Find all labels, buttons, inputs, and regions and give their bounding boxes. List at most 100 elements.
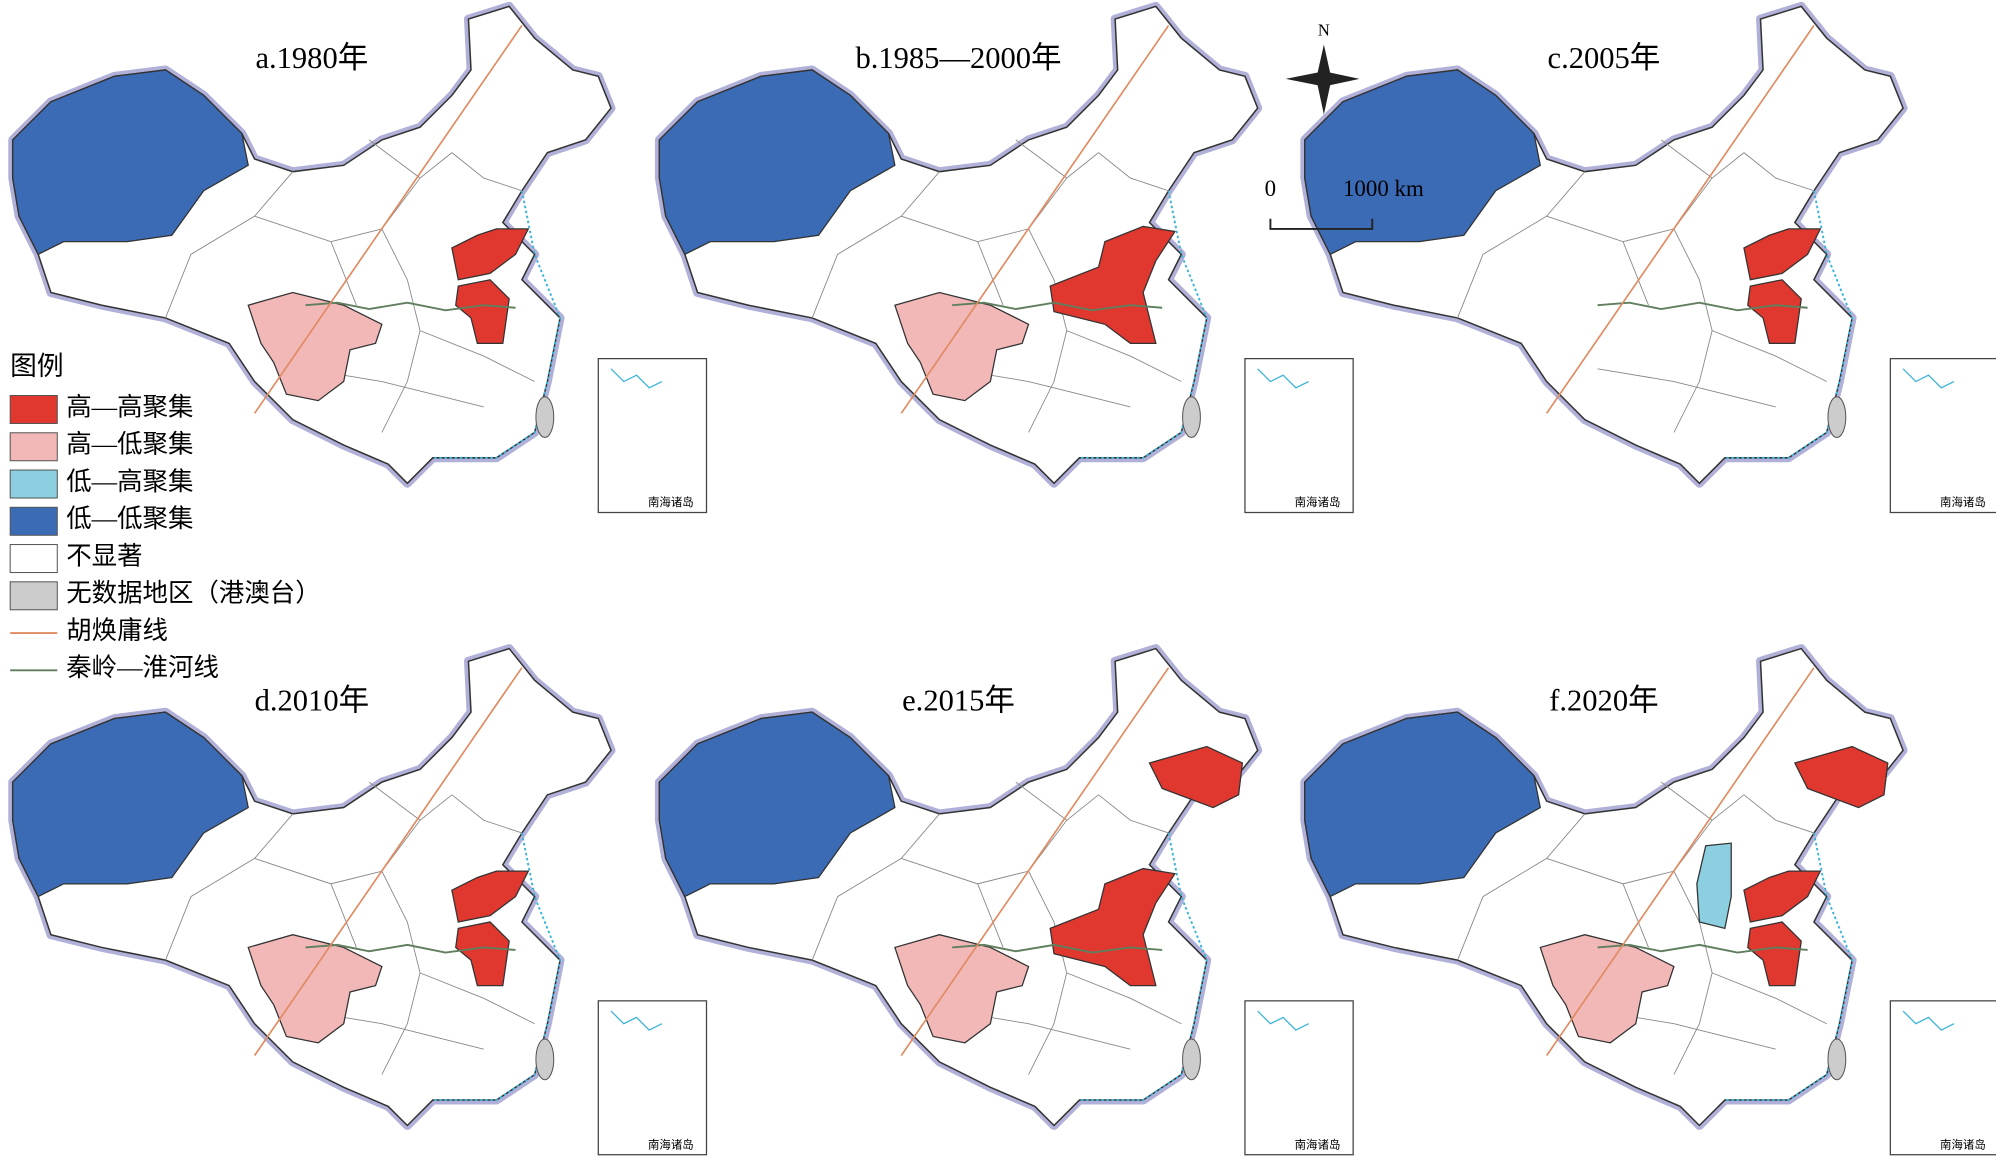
region <box>658 711 896 898</box>
province-border <box>1597 368 1776 408</box>
province-border <box>419 972 535 1025</box>
panel-title: c.2005年 <box>1548 41 1661 75</box>
inset-coast <box>610 1010 663 1031</box>
legend-swatch <box>9 581 58 611</box>
region <box>658 69 896 256</box>
qinling-line <box>305 943 516 954</box>
legend-label: 胡焕庸线 <box>66 616 168 645</box>
inset-frame <box>1889 1000 1996 1156</box>
province-border <box>451 152 523 192</box>
inset-coast <box>610 368 663 389</box>
qinling-line <box>305 301 516 312</box>
map-panel: 南海诸岛 e.2015年 <box>654 644 1354 1156</box>
panel-title: f.2020年 <box>1549 683 1658 717</box>
province-border <box>1660 781 1713 821</box>
scale-end: 1000 km <box>1343 176 1424 201</box>
taiwan <box>1827 396 1847 438</box>
region <box>1049 867 1177 987</box>
region <box>12 69 249 256</box>
compass-needle <box>1285 71 1360 87</box>
province-border <box>1711 330 1827 382</box>
province-border <box>1015 139 1068 179</box>
legend-swatch <box>9 394 58 424</box>
region <box>1304 711 1541 898</box>
panel-title: e.2015年 <box>902 683 1015 717</box>
province-border <box>1622 241 1649 306</box>
region <box>1148 745 1244 809</box>
province-border <box>811 813 940 961</box>
inset-coast <box>1902 368 1955 389</box>
legend-swatch <box>9 432 58 462</box>
region <box>455 279 510 345</box>
region <box>1696 842 1732 930</box>
taiwan <box>1182 1038 1201 1081</box>
province-border <box>1743 794 1815 834</box>
hu-line <box>1545 667 1815 1057</box>
inset-label: 南海诸岛 <box>648 495 694 509</box>
legend-label: 高—低聚集 <box>66 430 193 459</box>
scale-bar: 0 1000 km <box>1265 176 1424 230</box>
map-panel: 南海诸岛 b.1985—2000年 <box>654 1 1354 514</box>
province-border <box>165 813 294 961</box>
coastline <box>1079 190 1208 459</box>
compass: N <box>1285 21 1360 115</box>
legend-swatch <box>9 544 58 574</box>
hu-line <box>253 667 523 1057</box>
province-border <box>1098 152 1169 192</box>
province-border <box>1098 794 1169 834</box>
province-border <box>1028 228 1068 433</box>
province-border <box>1015 781 1068 821</box>
province-border <box>330 883 357 948</box>
hu-line <box>1545 24 1815 414</box>
province-border <box>451 794 523 834</box>
inset-frame <box>1889 357 1996 514</box>
province-border <box>1660 139 1713 179</box>
map-panel: 南海诸岛 a.1980年 <box>8 1 708 514</box>
taiwan <box>535 1038 555 1081</box>
inset-label: 南海诸岛 <box>1295 495 1341 509</box>
coastline <box>1079 832 1208 1101</box>
province-border <box>330 241 357 306</box>
map-panel: 南海诸岛 c.2005年 <box>1300 1 1996 514</box>
province-border <box>1066 972 1182 1025</box>
inset-frame <box>1244 1000 1354 1156</box>
inset-coast <box>1257 368 1309 389</box>
taiwan <box>1182 396 1201 438</box>
region <box>451 870 530 923</box>
map-panels: 南海诸岛a.1980年南海诸岛b.1985—2000年南海诸岛c.2005年南海… <box>8 1 1996 1156</box>
coastline <box>1724 832 1854 1101</box>
map-panel: 南海诸岛 d.2010年 <box>8 644 708 1156</box>
panel-title: d.2010年 <box>255 683 369 717</box>
legend-label: 不显著 <box>66 541 142 570</box>
province-border <box>977 241 1004 306</box>
province-border <box>811 171 940 319</box>
province-border <box>977 883 1004 948</box>
legend-label: 秦岭—淮河线 <box>66 653 219 682</box>
scale-line <box>1269 218 1374 230</box>
region <box>1743 870 1822 923</box>
region <box>455 921 510 987</box>
province-border <box>368 781 421 821</box>
inset-coast <box>1902 1010 1955 1031</box>
panel-title: b.1985—2000年 <box>855 41 1061 75</box>
region <box>1747 921 1802 987</box>
legend-label: 无数据地区（港澳台） <box>66 579 321 608</box>
scale-start: 0 <box>1265 176 1276 201</box>
region <box>12 711 249 898</box>
province-border <box>368 139 421 179</box>
legend-label: 高—高聚集 <box>66 392 193 421</box>
legend-label: 低—低聚集 <box>66 504 193 533</box>
coastline <box>1724 190 1854 459</box>
region <box>1049 225 1177 345</box>
inset-label: 南海诸岛 <box>1295 1137 1341 1151</box>
legend-label: 低—高聚集 <box>66 467 193 496</box>
province-border <box>1457 171 1586 319</box>
province-border <box>165 171 294 319</box>
inset-label: 南海诸岛 <box>1940 495 1986 509</box>
region <box>1793 745 1889 809</box>
region <box>451 228 530 281</box>
inset-coast <box>1257 1010 1309 1031</box>
inset-frame <box>1244 357 1354 514</box>
